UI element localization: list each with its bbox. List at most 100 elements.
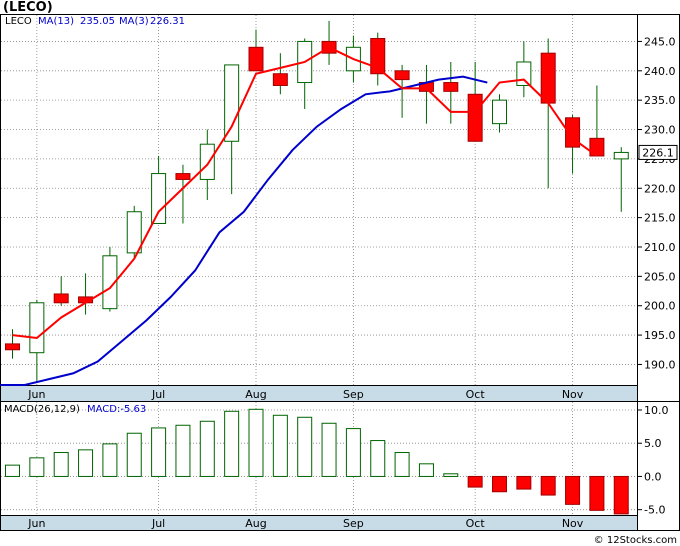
candle-body-up xyxy=(492,99,507,125)
price-x-label: Oct xyxy=(466,388,486,401)
macd-bar xyxy=(492,475,507,493)
macd-bar xyxy=(565,475,581,505)
macd-bar xyxy=(467,475,483,488)
candle-body-down xyxy=(370,37,386,75)
price-x-label: Nov xyxy=(562,388,584,401)
candle-body-up xyxy=(613,151,629,160)
price-panel-frame xyxy=(0,14,680,402)
candle xyxy=(224,64,240,195)
price-y-tick-label: 215.0 xyxy=(644,212,676,225)
ma3-line xyxy=(12,46,598,340)
macd-y-ticks: 10.0 5.0 0.0 -5.0 xyxy=(637,404,669,517)
candle-body-down xyxy=(394,70,410,81)
macd-x-labels: Jun Jul Aug Sep Oct Nov xyxy=(27,517,584,530)
macd-x-label: Sep xyxy=(343,517,364,530)
macd-bar xyxy=(297,416,313,477)
macd-bar xyxy=(589,475,605,511)
macd-y-tick-label: -5.0 xyxy=(644,504,665,517)
price-x-label: Sep xyxy=(343,388,364,401)
price-y-tick-label: 190.0 xyxy=(644,358,676,371)
price-y-tick-label: 235.0 xyxy=(644,94,676,107)
macd-bar xyxy=(126,432,142,477)
legend-ma13-label: MA(13) xyxy=(38,16,74,27)
candle xyxy=(126,205,142,259)
macd-bar xyxy=(151,427,167,477)
macd-bar xyxy=(345,428,361,477)
macd-y-tick-label: 5.0 xyxy=(644,437,662,450)
macd-x-label: Jul xyxy=(151,517,165,530)
candle-body-down xyxy=(5,343,20,351)
macd-bar xyxy=(370,440,386,477)
price-gridlines xyxy=(1,15,637,385)
candle-body-up xyxy=(224,64,240,142)
candle xyxy=(613,147,629,212)
candle-body-down xyxy=(248,46,264,72)
price-y-tick-label: 205.0 xyxy=(644,270,676,283)
candle xyxy=(467,61,483,142)
last-price-marker: 226.1 xyxy=(638,144,678,160)
price-y-tick-label: 240.0 xyxy=(644,65,676,78)
macd-bar xyxy=(540,475,556,496)
macd-bar xyxy=(394,452,410,477)
price-x-label: Jun xyxy=(27,388,45,401)
macd-bars xyxy=(5,408,629,515)
macd-bar xyxy=(224,410,240,477)
candle-body-down xyxy=(540,52,556,104)
macd-bar xyxy=(321,422,337,477)
candle-body-up xyxy=(29,302,45,354)
macd-bar xyxy=(248,408,264,477)
last-price-label: 226.1 xyxy=(642,146,674,159)
price-y-tick-label: 230.0 xyxy=(644,124,676,137)
macd-bar xyxy=(102,443,118,477)
last-price-box xyxy=(638,144,678,160)
macd-x-label: Oct xyxy=(466,517,486,530)
candle xyxy=(443,61,459,124)
price-y-tick-label: 210.0 xyxy=(644,241,676,254)
macd-bar xyxy=(29,457,45,477)
price-legend: LECO MA(13) 235.05 MA(3) 226.31 xyxy=(5,16,185,27)
macd-y-tick-label: 10.0 xyxy=(644,404,669,417)
macd-bar xyxy=(53,452,69,477)
macd-bar xyxy=(443,473,459,477)
macd-y-tick-label: 0.0 xyxy=(644,470,662,483)
candle xyxy=(492,94,507,133)
candle-body-down xyxy=(467,93,483,142)
candle xyxy=(370,32,386,86)
price-y-tick-label: 200.0 xyxy=(644,300,676,313)
candlesticks xyxy=(5,20,629,383)
chart-title: (LECO) xyxy=(3,0,53,15)
macd-x-label: Jun xyxy=(27,517,45,530)
price-x-label: Aug xyxy=(245,388,266,401)
candle-body-up xyxy=(516,61,532,86)
price-y-tick-label: 195.0 xyxy=(644,329,676,342)
legend-ma13-value: 235.05 xyxy=(80,16,115,27)
candle xyxy=(5,329,20,359)
price-y-tick-label: 245.0 xyxy=(644,35,676,48)
candle xyxy=(248,29,264,72)
candle xyxy=(102,246,118,312)
candle-body-down xyxy=(443,82,459,92)
price-y-axis-area xyxy=(637,15,679,401)
candle-body-up xyxy=(102,255,118,310)
macd-bar xyxy=(272,414,288,477)
price-y-tick-label: 220.0 xyxy=(644,182,676,195)
macd-legend-value: MACD:-5.63 xyxy=(87,404,146,415)
macd-bar xyxy=(78,449,94,477)
candle-body-up xyxy=(151,173,167,224)
footer-credit: © 12Stocks.com xyxy=(593,535,677,546)
macd-x-label: Nov xyxy=(562,517,584,530)
macd-legend-label: MACD(26,12,9) xyxy=(4,404,80,415)
candle xyxy=(53,276,69,306)
macd-bar xyxy=(418,463,434,477)
candle-body-up xyxy=(126,211,142,254)
macd-bar xyxy=(199,420,215,477)
legend-ma3-label: MA(3) xyxy=(119,16,149,27)
legend-ma3-value: 226.31 xyxy=(150,16,185,27)
candle-body-up xyxy=(199,143,215,180)
price-x-label: Jul xyxy=(151,388,165,401)
macd-x-axis-band xyxy=(1,515,637,530)
candle xyxy=(394,64,410,118)
macd-panel-frame xyxy=(0,401,680,531)
candle xyxy=(29,299,45,383)
